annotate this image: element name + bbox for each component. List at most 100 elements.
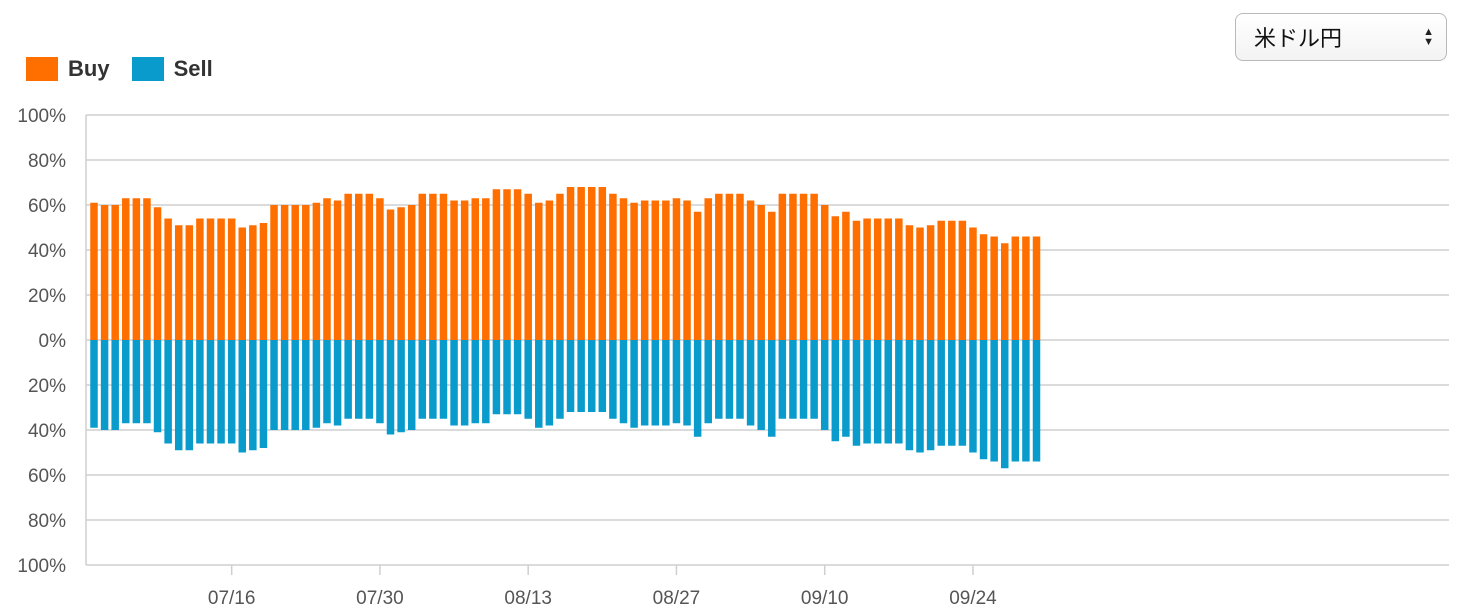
bar-sell[interactable] bbox=[100, 340, 109, 430]
bar-buy[interactable] bbox=[757, 205, 765, 340]
bar-sell[interactable] bbox=[545, 340, 554, 426]
bar-buy[interactable] bbox=[249, 225, 257, 340]
bar-buy[interactable] bbox=[429, 193, 437, 340]
bar-buy[interactable] bbox=[100, 205, 109, 340]
bar-sell[interactable] bbox=[323, 340, 331, 424]
bar-buy[interactable] bbox=[651, 200, 660, 341]
bar-buy[interactable] bbox=[164, 218, 172, 341]
bar-sell[interactable] bbox=[704, 340, 712, 424]
bar-sell[interactable] bbox=[598, 340, 607, 412]
bar-sell[interactable] bbox=[259, 340, 268, 448]
bar-buy[interactable] bbox=[418, 193, 427, 340]
bar-buy[interactable] bbox=[450, 200, 458, 341]
bar-sell[interactable] bbox=[429, 340, 437, 419]
bar-sell[interactable] bbox=[249, 340, 257, 451]
bar-buy[interactable] bbox=[725, 193, 734, 340]
bar-sell[interactable] bbox=[471, 340, 479, 424]
bar-buy[interactable] bbox=[153, 207, 162, 340]
bar-sell[interactable] bbox=[90, 340, 98, 428]
bar-buy[interactable] bbox=[609, 193, 617, 340]
bar-sell[interactable] bbox=[640, 340, 649, 426]
bar-buy[interactable] bbox=[122, 198, 130, 340]
bar-sell[interactable] bbox=[969, 340, 977, 453]
bar-sell[interactable] bbox=[958, 340, 967, 446]
bar-buy[interactable] bbox=[196, 218, 204, 341]
bar-sell[interactable] bbox=[291, 340, 299, 430]
bar-buy[interactable] bbox=[662, 200, 670, 341]
bar-buy[interactable] bbox=[958, 220, 967, 340]
bar-sell[interactable] bbox=[916, 340, 924, 453]
bar-sell[interactable] bbox=[1011, 340, 1020, 462]
bar-buy[interactable] bbox=[556, 193, 564, 340]
bar-sell[interactable] bbox=[566, 340, 575, 412]
bar-buy[interactable] bbox=[948, 220, 956, 340]
bar-buy[interactable] bbox=[185, 225, 194, 340]
bar-buy[interactable] bbox=[587, 187, 596, 340]
bar-buy[interactable] bbox=[143, 198, 151, 340]
bar-buy[interactable] bbox=[926, 225, 935, 340]
bar-buy[interactable] bbox=[132, 198, 141, 340]
bar-buy[interactable] bbox=[482, 198, 490, 340]
bar-buy[interactable] bbox=[206, 218, 215, 341]
bar-sell[interactable] bbox=[227, 340, 236, 444]
bar-buy[interactable] bbox=[302, 205, 310, 340]
bar-sell[interactable] bbox=[460, 340, 469, 426]
bar-sell[interactable] bbox=[185, 340, 194, 451]
bar-buy[interactable] bbox=[492, 189, 501, 340]
bar-buy[interactable] bbox=[397, 207, 405, 340]
bar-sell[interactable] bbox=[217, 340, 225, 444]
bar-sell[interactable] bbox=[206, 340, 215, 444]
bar-buy[interactable] bbox=[884, 218, 893, 341]
bar-sell[interactable] bbox=[482, 340, 490, 424]
bar-buy[interactable] bbox=[937, 220, 945, 340]
bar-sell[interactable] bbox=[810, 340, 818, 419]
bar-buy[interactable] bbox=[524, 193, 532, 340]
bar-buy[interactable] bbox=[259, 223, 268, 340]
bar-sell[interactable] bbox=[937, 340, 945, 446]
bar-sell[interactable] bbox=[302, 340, 310, 430]
bar-sell[interactable] bbox=[355, 340, 363, 419]
bar-buy[interactable] bbox=[672, 198, 681, 340]
bar-sell[interactable] bbox=[312, 340, 321, 428]
bar-sell[interactable] bbox=[693, 340, 702, 437]
bar-sell[interactable] bbox=[439, 340, 448, 419]
bar-sell[interactable] bbox=[344, 340, 352, 419]
bar-sell[interactable] bbox=[556, 340, 564, 419]
bar-sell[interactable] bbox=[820, 340, 829, 430]
bar-sell[interactable] bbox=[122, 340, 130, 424]
bar-buy[interactable] bbox=[577, 187, 585, 340]
bar-buy[interactable] bbox=[238, 227, 247, 341]
bar-buy[interactable] bbox=[503, 189, 511, 340]
bar-sell[interactable] bbox=[683, 340, 691, 426]
bar-sell[interactable] bbox=[450, 340, 458, 426]
bar-buy[interactable] bbox=[90, 202, 98, 340]
bar-sell[interactable] bbox=[365, 340, 374, 419]
legend-item-sell[interactable]: Sell bbox=[131, 56, 213, 82]
bar-sell[interactable] bbox=[1000, 340, 1009, 469]
bar-buy[interactable] bbox=[217, 218, 225, 341]
bar-sell[interactable] bbox=[672, 340, 681, 424]
bar-buy[interactable] bbox=[789, 193, 797, 340]
bar-sell[interactable] bbox=[333, 340, 342, 426]
bar-buy[interactable] bbox=[683, 200, 691, 341]
bar-sell[interactable] bbox=[863, 340, 871, 444]
bar-sell[interactable] bbox=[1022, 340, 1030, 462]
bar-buy[interactable] bbox=[746, 200, 755, 341]
bar-sell[interactable] bbox=[270, 340, 278, 430]
bar-sell[interactable] bbox=[884, 340, 893, 444]
bar-sell[interactable] bbox=[418, 340, 427, 419]
bar-sell[interactable] bbox=[174, 340, 183, 451]
bar-sell[interactable] bbox=[164, 340, 172, 444]
bar-sell[interactable] bbox=[895, 340, 903, 444]
bar-sell[interactable] bbox=[535, 340, 543, 428]
bar-sell[interactable] bbox=[503, 340, 511, 415]
bar-buy[interactable] bbox=[535, 202, 543, 340]
bar-buy[interactable] bbox=[513, 189, 522, 340]
bar-sell[interactable] bbox=[831, 340, 840, 442]
bar-buy[interactable] bbox=[831, 216, 840, 340]
bar-buy[interactable] bbox=[842, 211, 850, 340]
bar-buy[interactable] bbox=[333, 200, 342, 341]
bar-buy[interactable] bbox=[895, 218, 903, 341]
bar-buy[interactable] bbox=[355, 193, 363, 340]
bar-sell[interactable] bbox=[1032, 340, 1041, 462]
